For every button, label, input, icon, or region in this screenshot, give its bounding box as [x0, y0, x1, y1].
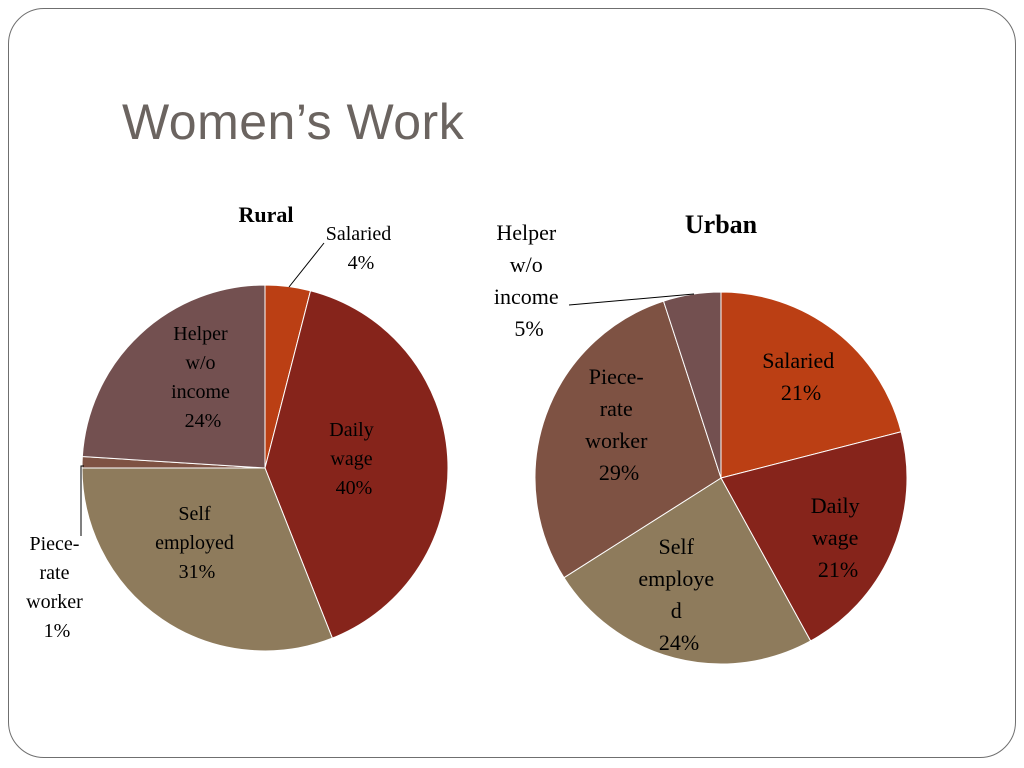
rural-label-daily-wage-value: 40% [336, 477, 373, 499]
urban-label-piece-rate-line3: worker [585, 428, 648, 453]
urban-label-helper-line3: income [494, 284, 559, 309]
urban-slices [534, 291, 908, 665]
rural-label-piece-rate-line3: worker [26, 591, 83, 613]
urban-label-helper: Helper w/o income 5% [494, 220, 564, 341]
rural-label-helper-value: 24% [185, 410, 222, 432]
urban-label-helper-line2: w/o [510, 252, 543, 277]
slide-title: Women’s Work [122, 94, 465, 150]
rural-label-self-employed: Self employed 31% [155, 503, 239, 583]
rural-label-helper-line1: Helper [173, 323, 228, 345]
urban-label-self-employed-line3: d [671, 598, 682, 623]
urban-label-self-employed-value: 24% [659, 630, 699, 655]
rural-slices [81, 284, 449, 652]
urban-slice-piece-rate-worker [534, 300, 722, 579]
rural-label-self-employed-value: 31% [179, 561, 216, 583]
rural-label-helper-line2: w/o [186, 352, 216, 374]
rural-labels: Salaried 4% Daily wage 40% Self employed… [26, 223, 397, 642]
rural-label-daily-wage-line2: wage [330, 448, 372, 470]
urban-label-salaried: Salaried 21% [762, 348, 840, 405]
urban-label-self-employed: Self employe d 24% [638, 534, 719, 655]
rural-label-salaried: Salaried 4% [326, 223, 397, 274]
urban-label-self-employed-line2: employe [638, 566, 714, 591]
rural-chart-title: Rural [239, 202, 294, 227]
urban-label-daily-wage-line2: wage [812, 525, 858, 550]
urban-label-daily-wage-line1: Daily [811, 493, 860, 518]
rural-slice-daily-wage [264, 290, 449, 639]
rural-label-helper: Helper w/o income 24% [171, 323, 235, 432]
urban-label-piece-rate-value: 29% [599, 460, 639, 485]
rural-label-daily-wage-line1: Daily [329, 419, 373, 441]
rural-label-piece-rate: Piece- rate worker 1% [26, 533, 88, 642]
urban-slice-salaried [720, 291, 902, 479]
urban-slice-daily-wage [720, 431, 908, 642]
rural-label-piece-rate-line1: Piece- [30, 533, 80, 555]
rural-slice-self-employed [81, 467, 334, 652]
rural-label-piece-rate-value: 1% [44, 620, 71, 642]
urban-label-helper-line1: Helper [496, 220, 557, 245]
urban-chart: Urban Salaried 21% Daily wage 21% Self e… [494, 210, 908, 665]
rural-chart: Rural Salaried 4% Daily wage 40% Self em… [26, 202, 449, 652]
urban-slice-self-employed [563, 477, 812, 665]
urban-label-piece-rate: Piece- rate worker 29% [585, 364, 653, 485]
urban-label-salaried-name: Salaried [762, 348, 834, 373]
urban-label-piece-rate-line1: Piece- [589, 364, 644, 389]
urban-label-daily-wage: Daily wage 21% [811, 493, 865, 582]
urban-chart-title: Urban [685, 210, 758, 239]
rural-piece-rate-leader [80, 465, 84, 536]
urban-leaders [568, 293, 695, 306]
rural-label-self-employed-line1: Self [178, 503, 211, 525]
rural-label-piece-rate-line2: rate [40, 562, 70, 584]
urban-label-self-employed-line1: Self [659, 534, 695, 559]
rural-label-salaried-name: Salaried [326, 223, 392, 245]
rural-label-self-employed-line2: employed [155, 532, 234, 554]
rural-leaders [80, 242, 325, 536]
rural-label-salaried-value: 4% [348, 252, 375, 274]
urban-label-piece-rate-line2: rate [600, 396, 633, 421]
urban-label-daily-wage-value: 21% [818, 557, 858, 582]
urban-label-helper-value: 5% [514, 316, 543, 341]
urban-helper-leader [568, 293, 695, 306]
rural-slice-helper-wo-income [81, 284, 266, 469]
rural-salaried-leader [288, 242, 325, 288]
rural-label-helper-line3: income [171, 381, 230, 403]
urban-label-salaried-value: 21% [781, 380, 821, 405]
rural-label-daily-wage: Daily wage 40% [329, 419, 378, 499]
urban-labels: Salaried 21% Daily wage 21% Self employe… [494, 220, 865, 655]
